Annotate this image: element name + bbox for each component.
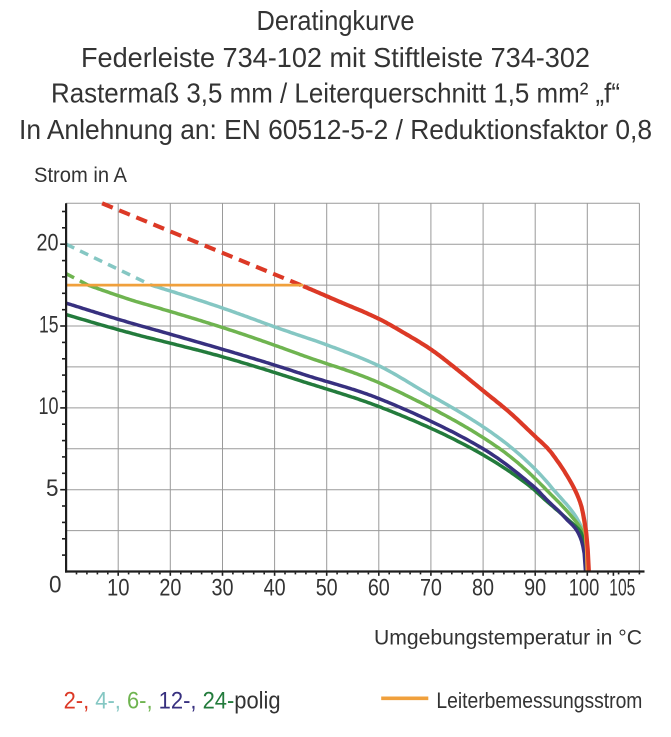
svg-text:Umgebungstemperatur in °C: Umgebungstemperatur in °C	[374, 626, 642, 649]
svg-text:70: 70	[420, 574, 442, 601]
svg-text:Federleiste 734-102 mit Stiftl: Federleiste 734-102 mit Stiftleiste 734-…	[81, 42, 590, 73]
svg-text:10: 10	[107, 574, 130, 601]
svg-text:Leiterbemessungsstrom: Leiterbemessungsstrom	[436, 688, 642, 713]
svg-text:Deratingkurve: Deratingkurve	[257, 5, 415, 36]
svg-text:In Anlehnung an: EN 60512-5-2: In Anlehnung an: EN 60512-5-2 / Reduktio…	[19, 114, 652, 145]
svg-text:100: 100	[569, 574, 600, 601]
svg-text:105: 105	[609, 574, 635, 601]
svg-text:80: 80	[472, 574, 494, 601]
svg-text:5: 5	[46, 475, 59, 502]
svg-text:90: 90	[524, 574, 546, 601]
svg-text:2-, 4-, 6-, 12-, 24-polig: 2-, 4-, 6-, 12-, 24-polig	[64, 688, 281, 715]
svg-text:Strom in A: Strom in A	[34, 164, 127, 187]
svg-text:60: 60	[368, 574, 390, 601]
svg-text:40: 40	[264, 574, 286, 601]
svg-text:0: 0	[49, 572, 62, 599]
svg-text:Rastermaß 3,5 mm / Leiterquers: Rastermaß 3,5 mm / Leiterquerschnitt 1,5…	[51, 78, 620, 109]
svg-text:20: 20	[37, 230, 59, 257]
svg-text:50: 50	[316, 574, 338, 601]
svg-text:10: 10	[39, 393, 59, 420]
svg-text:15: 15	[39, 311, 59, 338]
svg-text:30: 30	[211, 574, 233, 601]
svg-text:20: 20	[159, 574, 181, 601]
